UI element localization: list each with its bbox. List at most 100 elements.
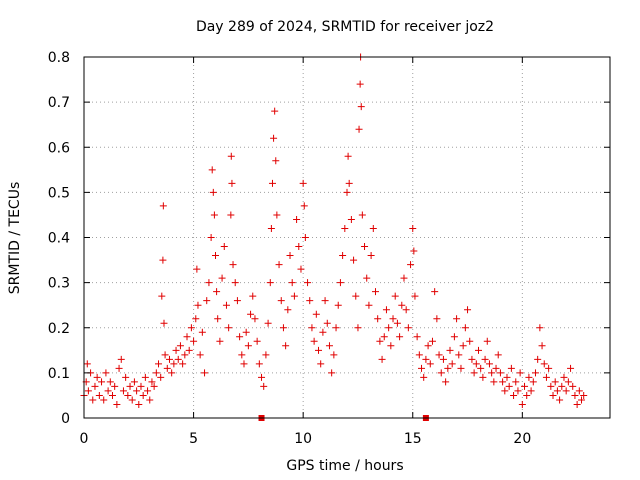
data-point: [321, 297, 329, 305]
data-point: [571, 391, 579, 399]
data-point: [185, 346, 193, 354]
data-point: [268, 179, 276, 187]
data-point: [194, 301, 202, 309]
data-point: [300, 202, 308, 210]
data-point: [357, 103, 365, 111]
data-point: [266, 279, 274, 287]
data-point: [560, 373, 568, 381]
data-point: [163, 364, 171, 372]
data-point: [361, 243, 369, 251]
y-tick-label: 0.1: [48, 366, 70, 382]
y-tick-label: 0.2: [48, 321, 70, 337]
data-point: [418, 364, 426, 372]
data-point: [343, 188, 351, 196]
data-point: [404, 324, 412, 332]
x-tick-label: 15: [404, 431, 422, 447]
data-point: [133, 387, 141, 395]
data-point: [301, 234, 309, 241]
data-point: [518, 400, 526, 408]
data-point: [242, 328, 250, 336]
data-point: [355, 125, 363, 133]
data-point: [531, 369, 539, 377]
data-point: [470, 369, 478, 377]
data-point: [332, 324, 340, 332]
data-point: [573, 400, 581, 408]
data-point: [104, 387, 112, 395]
data-point: [222, 301, 230, 309]
data-point: [551, 378, 559, 386]
data-point: [344, 152, 352, 160]
data-point: [363, 274, 371, 282]
data-point: [113, 400, 121, 408]
data-point: [192, 315, 200, 323]
data-point: [341, 224, 349, 232]
data-point: [334, 301, 342, 309]
data-point: [233, 297, 241, 305]
data-point: [352, 292, 360, 300]
data-point: [130, 378, 138, 386]
data-point: [264, 319, 272, 327]
data-point: [501, 387, 509, 395]
data-point: [279, 324, 287, 332]
data-point: [275, 261, 283, 269]
data-point: [407, 261, 415, 269]
data-point: [262, 351, 270, 359]
data-point: [172, 346, 180, 354]
data-point: [119, 387, 127, 395]
data-point: [369, 224, 377, 232]
y-tick-label: 0.4: [48, 231, 70, 247]
data-point: [367, 252, 375, 260]
data-point: [260, 382, 268, 390]
data-point: [477, 364, 485, 372]
y-tick-label: 0: [61, 411, 70, 427]
data-point: [376, 337, 384, 345]
data-point: [496, 369, 504, 377]
data-point: [569, 382, 577, 390]
data-point: [385, 324, 393, 332]
data-point: [389, 315, 397, 323]
data-point: [534, 355, 542, 363]
data-point: [578, 396, 586, 404]
x-axis-label: GPS time / hours: [286, 458, 403, 474]
data-point: [284, 306, 292, 314]
data-point: [288, 279, 296, 287]
grid-lines: [84, 57, 610, 418]
data-point: [347, 215, 355, 223]
data-point: [272, 157, 280, 165]
data-point: [205, 279, 213, 287]
data-point: [378, 355, 386, 363]
data-point: [433, 315, 441, 323]
data-point: [312, 310, 320, 318]
data-point: [251, 315, 259, 323]
data-point: [387, 342, 395, 350]
data-point: [122, 373, 130, 381]
data-point: [328, 369, 336, 377]
data-point: [126, 382, 134, 390]
axis-ticks: 0 0.1 0.2 0.3 0.4 0.5 0.6 0.7 0.8 0 5 10 15 20: [48, 50, 610, 447]
data-point: [580, 391, 588, 399]
data-point: [148, 378, 156, 386]
data-point: [553, 387, 561, 395]
data-point: [393, 319, 401, 327]
data-point: [499, 378, 507, 386]
data-point: [247, 310, 255, 318]
data-point: [181, 351, 189, 359]
data-point: [374, 315, 382, 323]
data-point: [442, 378, 450, 386]
data-point: [297, 265, 305, 273]
data-point: [479, 373, 487, 381]
data-point: [549, 391, 557, 399]
data-point: [536, 324, 544, 332]
data-point: [306, 297, 314, 305]
data-point: [422, 355, 430, 363]
data-point: [273, 211, 281, 219]
data-point: [437, 369, 445, 377]
data-point: [198, 328, 206, 336]
data-point: [117, 355, 125, 363]
data-point: [270, 134, 278, 142]
data-point: [431, 288, 439, 296]
data-point: [459, 342, 467, 350]
data-point: [282, 342, 290, 350]
data-point: [209, 188, 217, 196]
